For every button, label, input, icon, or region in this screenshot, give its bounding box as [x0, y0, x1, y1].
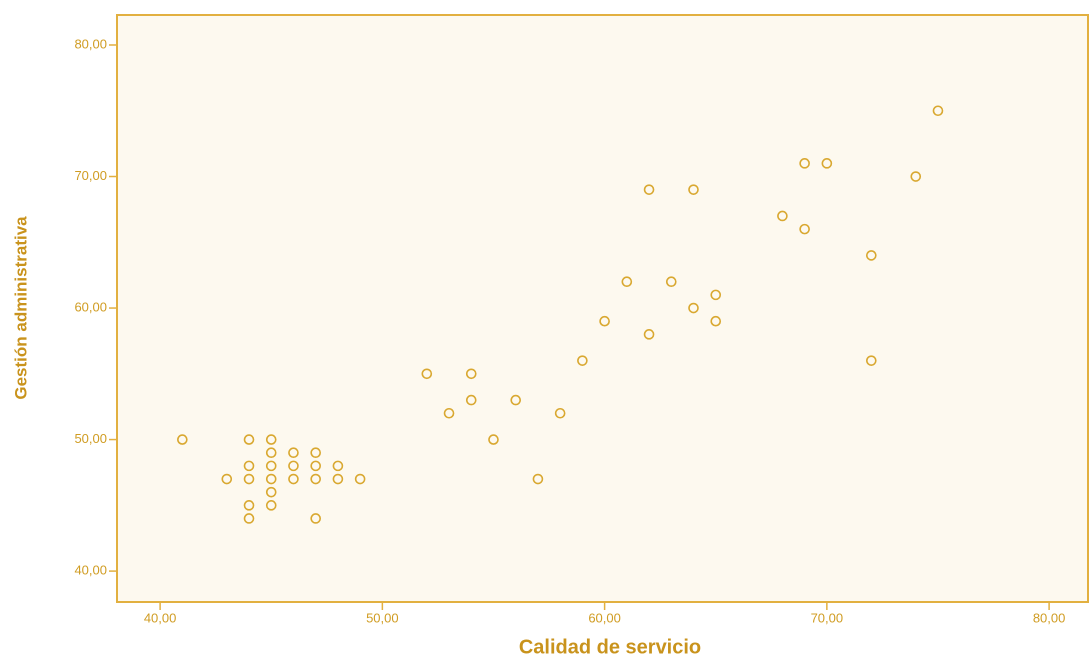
point [910, 171, 922, 182]
point [465, 394, 477, 406]
point [532, 473, 544, 485]
point [243, 460, 255, 472]
point [488, 434, 499, 445]
point [243, 434, 255, 445]
y-axis-title: Gestión administrativa [11, 216, 30, 400]
y-tick-label: 80,00 [74, 36, 107, 51]
point [265, 460, 277, 472]
point [643, 184, 655, 195]
point [710, 289, 722, 301]
point [777, 210, 788, 222]
point [265, 434, 277, 445]
y-tick-label: 50,00 [74, 431, 107, 446]
point [510, 394, 522, 406]
point [665, 276, 677, 288]
x-tick-label: 80,00 [1033, 610, 1066, 625]
point [577, 355, 588, 366]
point [932, 105, 944, 117]
point [688, 184, 699, 195]
point [799, 223, 810, 235]
point [310, 447, 321, 459]
y-tick-label: 40,00 [74, 563, 107, 578]
point [354, 473, 366, 485]
y-tick-label: 60,00 [74, 299, 107, 314]
point [465, 368, 477, 380]
point [332, 473, 344, 485]
point [621, 276, 633, 288]
point [288, 460, 299, 472]
point [310, 473, 321, 485]
x-tick-label: 70,00 [811, 610, 844, 625]
point [710, 315, 722, 327]
point [554, 407, 566, 419]
point [288, 473, 299, 485]
point [243, 473, 255, 485]
point [221, 473, 233, 485]
point [177, 434, 188, 445]
point [243, 500, 255, 511]
point [265, 447, 277, 459]
point [421, 368, 433, 380]
point [265, 486, 277, 498]
point [866, 250, 877, 261]
point [310, 460, 321, 472]
x-tick-label: 40,00 [144, 610, 177, 625]
point [288, 447, 299, 459]
x-tick-label: 60,00 [588, 610, 621, 625]
point [243, 513, 255, 524]
point [866, 355, 877, 366]
point [443, 407, 455, 419]
point [332, 460, 344, 472]
point [821, 158, 833, 169]
point [265, 473, 277, 485]
y-tick-label: 70,00 [74, 168, 107, 183]
point [799, 158, 810, 169]
point [265, 500, 277, 511]
point [599, 315, 610, 327]
point [643, 329, 655, 340]
point [688, 302, 699, 314]
point [310, 513, 321, 524]
x-tick-label: 50,00 [366, 610, 399, 625]
plot-area [116, 14, 1089, 603]
x-axis-title: Calidad de servicio [519, 636, 701, 657]
